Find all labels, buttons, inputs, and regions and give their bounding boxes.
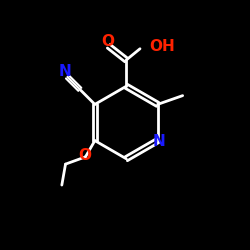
- Text: N: N: [152, 134, 165, 150]
- Text: OH: OH: [150, 39, 175, 54]
- Text: O: O: [101, 34, 114, 49]
- Text: O: O: [78, 148, 92, 163]
- Text: N: N: [59, 64, 72, 79]
